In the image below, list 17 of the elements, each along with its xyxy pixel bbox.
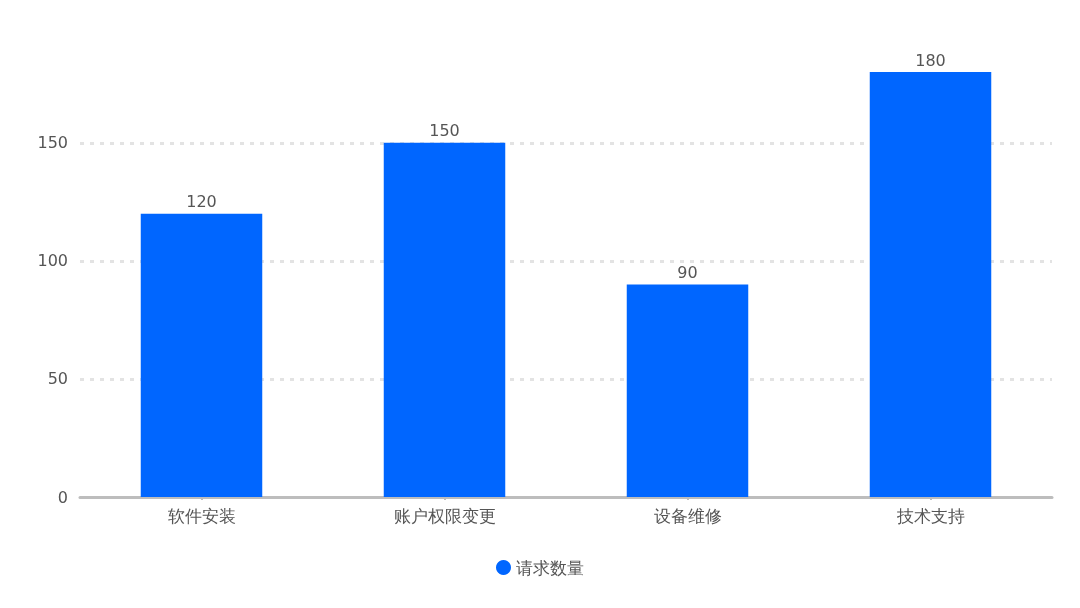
data-label: 150 [429, 121, 460, 141]
x-tick-label: 技术支持 [895, 505, 965, 526]
x-tick-label: 软件安装 [167, 505, 236, 526]
x-tick-label: 设备维修 [653, 505, 722, 526]
y-tick-label: 100 [37, 251, 68, 271]
y-tick-label: 150 [37, 133, 68, 153]
bar [869, 72, 992, 497]
x-tick-label: 账户权限变更 [393, 505, 496, 526]
bar [140, 213, 263, 497]
bar [626, 284, 749, 497]
data-label: 120 [186, 192, 217, 212]
y-tick-label: 0 [57, 487, 68, 507]
data-label: 180 [915, 50, 946, 70]
data-label: 90 [677, 263, 698, 282]
y-tick-label: 50 [47, 369, 68, 389]
legend-label: 请求数量 [516, 557, 584, 578]
bar [383, 142, 506, 497]
